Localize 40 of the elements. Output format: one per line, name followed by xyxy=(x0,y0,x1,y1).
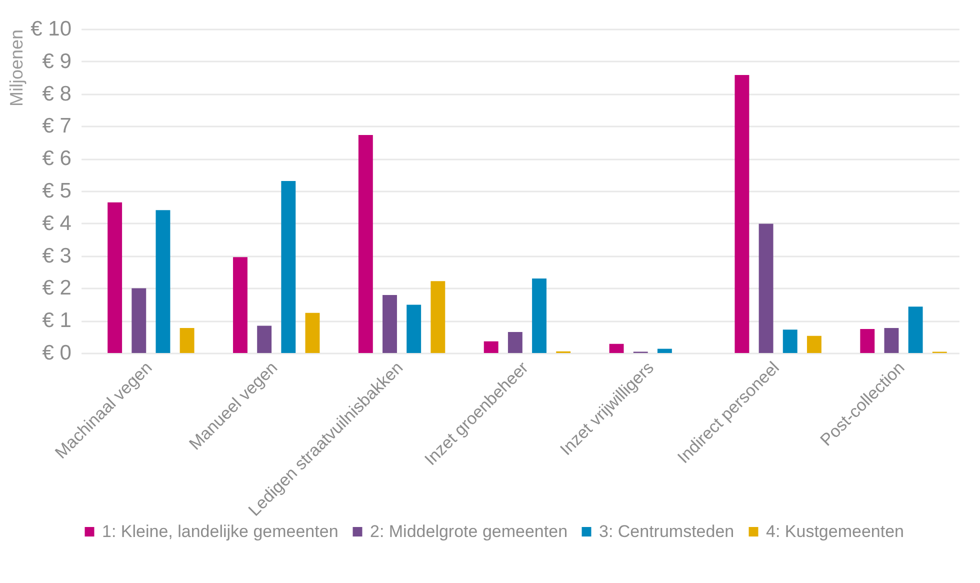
bar xyxy=(233,257,248,353)
bar xyxy=(508,332,522,353)
y-tick-label: € 0 xyxy=(42,342,72,364)
y-tick-label: € 6 xyxy=(42,147,72,170)
bar xyxy=(305,312,320,353)
y-tick-label: € 2 xyxy=(42,276,72,300)
y-axis-title: Miljoenen xyxy=(6,30,27,107)
y-tick-label: € 3 xyxy=(42,244,72,268)
y-tick-label: € 9 xyxy=(42,50,72,73)
y-tick-label: € 7 xyxy=(42,114,72,138)
bar xyxy=(281,180,296,353)
legend-label: 4: Kustgemeenten xyxy=(766,522,904,541)
bar xyxy=(884,328,899,353)
y-tick-label: € 8 xyxy=(42,82,72,106)
bar xyxy=(860,329,875,353)
bar xyxy=(132,288,146,353)
legend-label: 2: Middelgrote gemeenten xyxy=(370,522,568,541)
bar xyxy=(484,341,498,353)
bar xyxy=(257,326,272,353)
y-tick-label: € 5 xyxy=(42,180,72,202)
bar xyxy=(406,304,422,353)
bar xyxy=(908,306,923,353)
bar xyxy=(734,75,750,353)
bar xyxy=(156,210,170,353)
y-tick-label: € 4 xyxy=(42,212,72,235)
bar xyxy=(430,281,446,353)
legend-label: 3: Centrumsteden xyxy=(599,522,734,541)
bar xyxy=(806,336,822,353)
legend-label: 1: Kleine, landelijke gemeenten xyxy=(102,522,338,541)
bar xyxy=(758,224,774,353)
bar xyxy=(657,348,672,353)
bar xyxy=(782,330,798,353)
bar xyxy=(609,344,624,353)
bar xyxy=(358,134,373,353)
bar xyxy=(532,278,546,353)
bar xyxy=(108,202,122,353)
y-tick-label: € 1 xyxy=(42,309,72,332)
bar xyxy=(180,328,194,353)
y-tick-label: € 10 xyxy=(30,18,72,40)
bar xyxy=(382,295,397,353)
